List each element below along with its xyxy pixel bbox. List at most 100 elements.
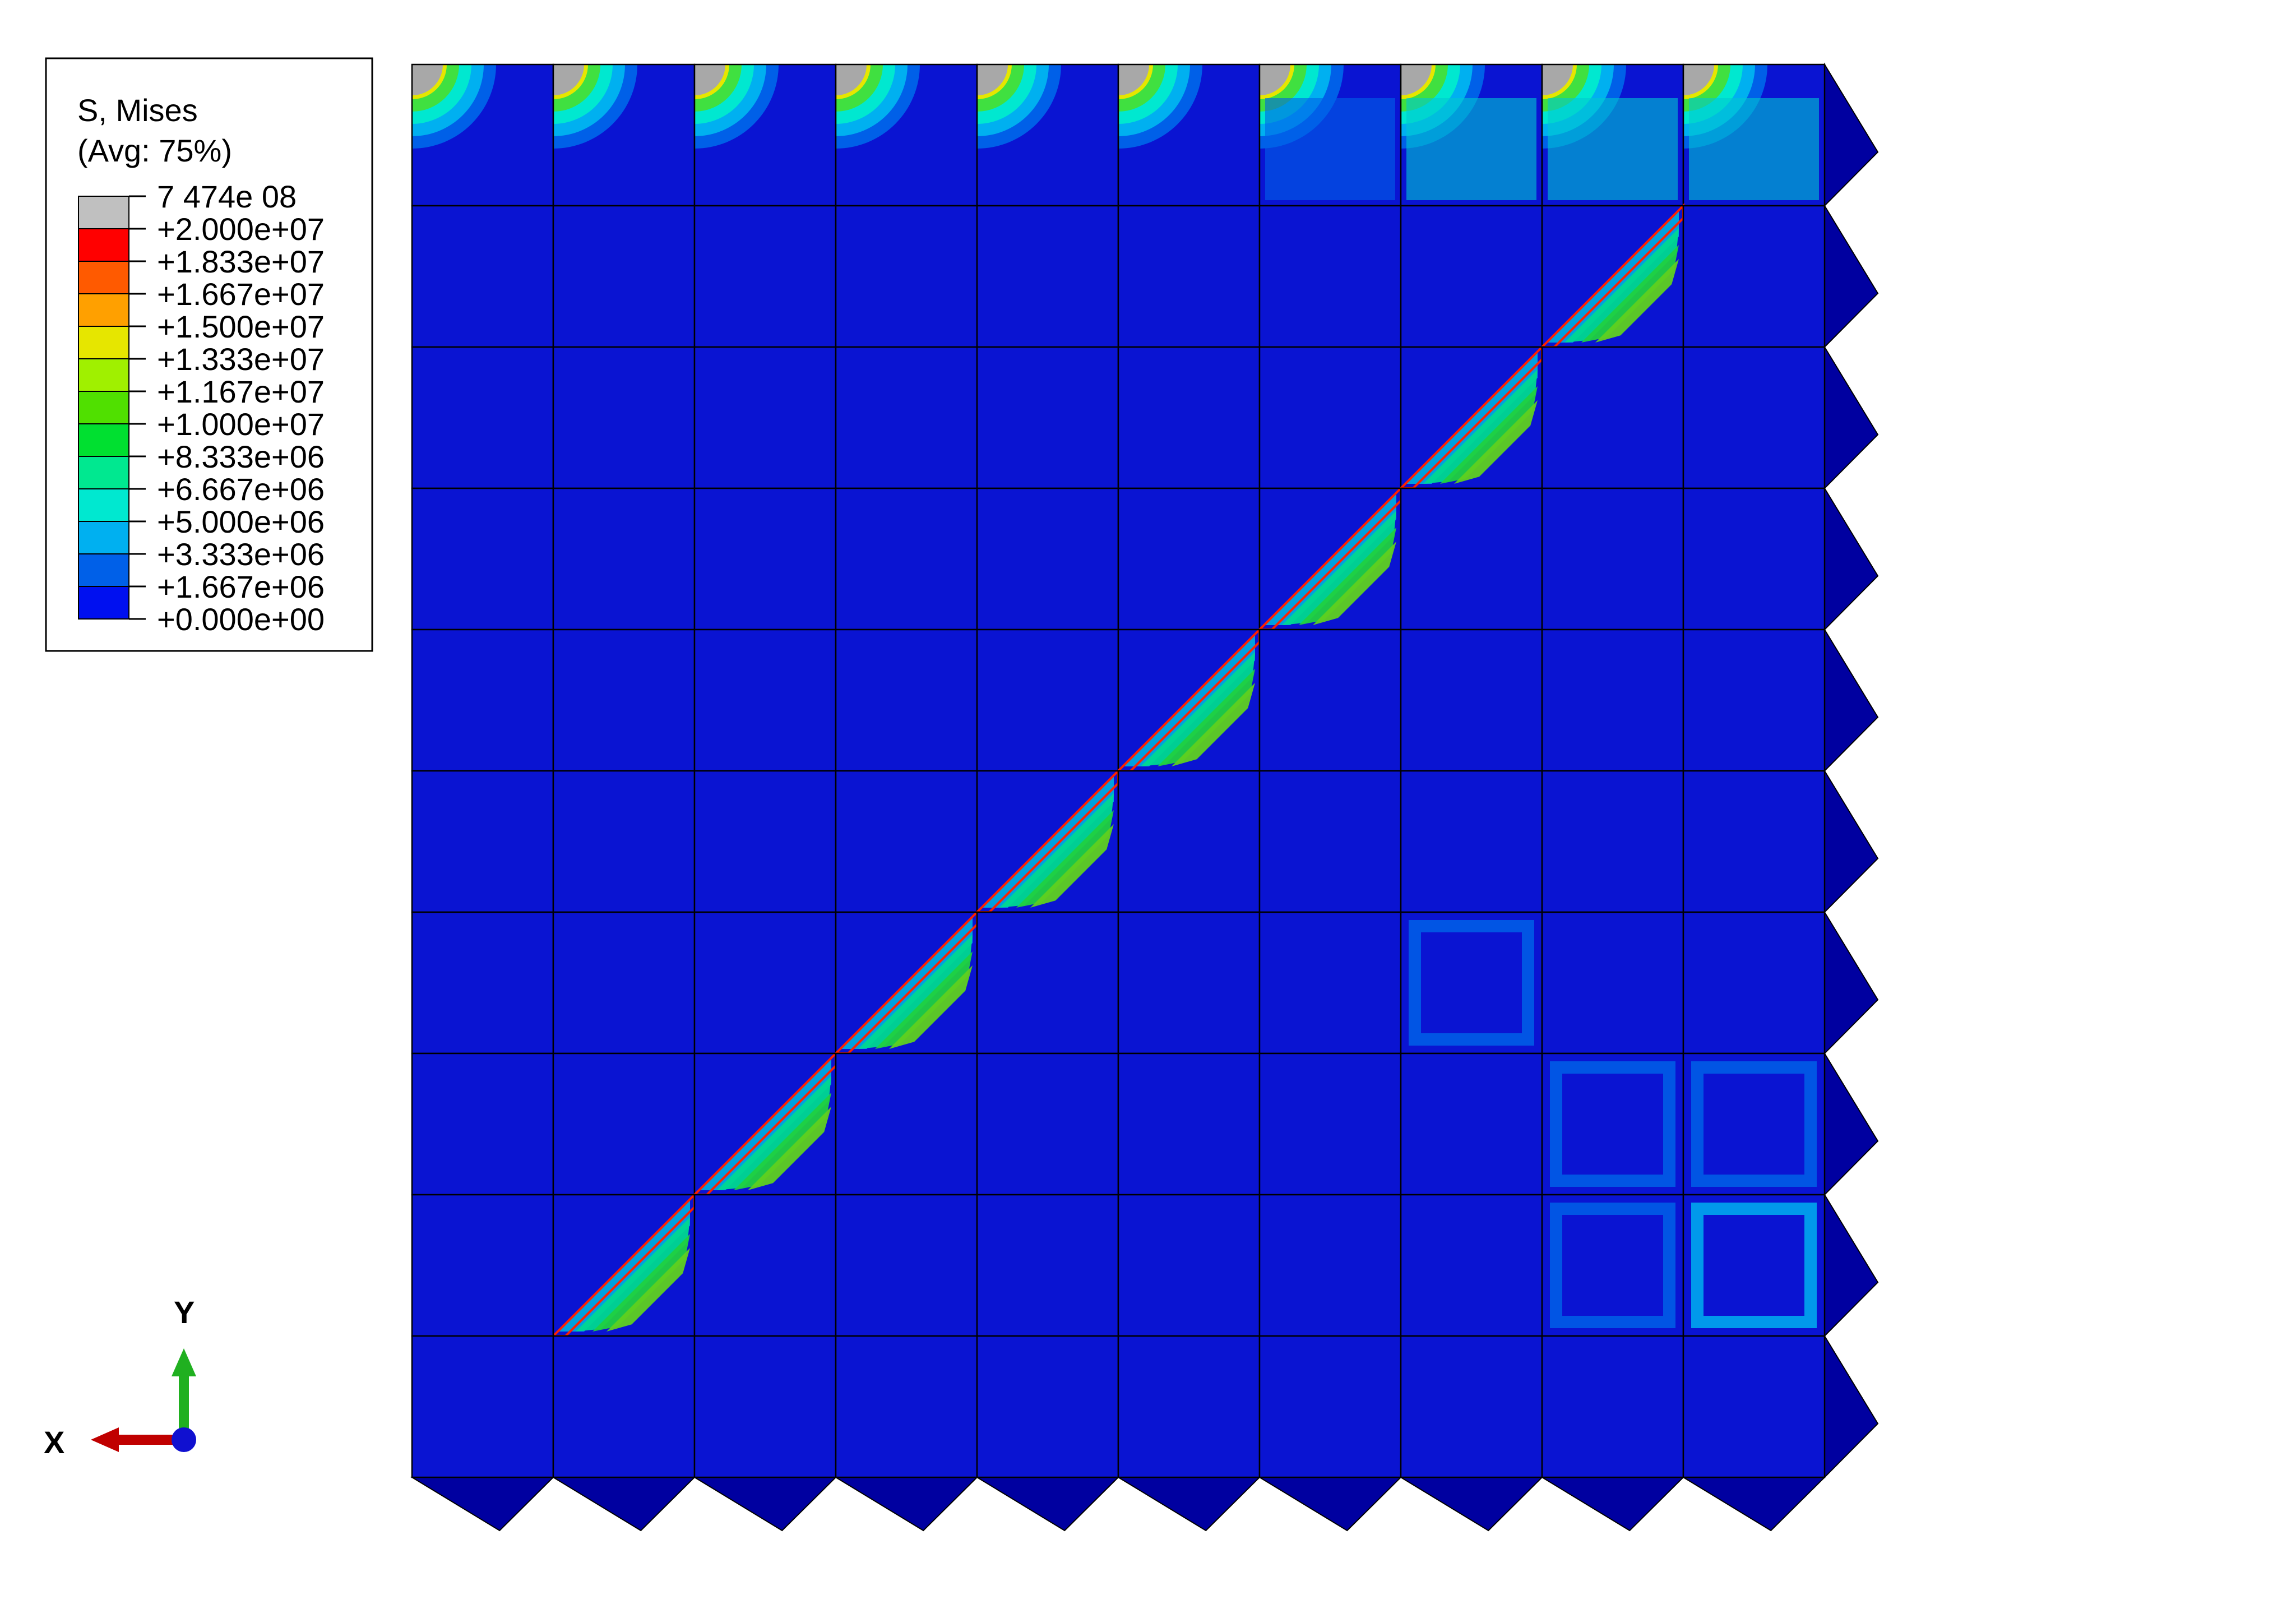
- mesh-element: [552, 1335, 696, 1478]
- mesh-element: [1257, 486, 1402, 631]
- legend-swatch: [78, 586, 129, 620]
- legend-label: +1.667e+07: [157, 276, 325, 312]
- legend-label: +1.500e+07: [157, 309, 325, 344]
- mesh-element: [835, 205, 978, 348]
- mesh-element: [1117, 1052, 1261, 1196]
- mesh-element: [693, 63, 837, 207]
- bottom-edge-element: [1540, 1477, 1685, 1532]
- legend-label: 7 474e 08: [157, 179, 297, 214]
- mesh-element: [833, 909, 978, 1055]
- mesh-element: [976, 628, 1119, 772]
- mesh-element: [976, 1052, 1119, 1196]
- mesh-element: [976, 346, 1119, 489]
- legend-swatch: [78, 358, 129, 392]
- mesh-element: [976, 63, 1119, 207]
- mesh-element: [1541, 346, 1684, 489]
- mesh-element: [1258, 911, 1402, 1055]
- axis-triad: Y X: [44, 1295, 196, 1460]
- legend-label: +1.333e+07: [157, 341, 325, 377]
- legend-swatch: [78, 553, 129, 587]
- mesh-element: [693, 487, 837, 631]
- mesh-element: [693, 911, 837, 1055]
- legend-swatch: [78, 261, 129, 294]
- mesh-element: [411, 346, 554, 489]
- mesh-element: [552, 1052, 696, 1196]
- bottom-edge-element: [834, 1477, 979, 1532]
- mesh-element: [1541, 63, 1684, 207]
- legend-swatch: [78, 456, 129, 489]
- right-edge-element: [1824, 486, 1879, 631]
- mesh-element: [976, 1194, 1119, 1337]
- mesh-element: [1258, 1194, 1402, 1337]
- mesh-element: [835, 628, 978, 772]
- mesh-element: [1115, 627, 1261, 772]
- mesh-element: [1682, 770, 1826, 913]
- legend-swatch: [78, 293, 129, 327]
- right-edge-element: [1824, 627, 1879, 773]
- mesh-element: [1400, 487, 1543, 631]
- legend-label: +1.000e+07: [157, 406, 325, 442]
- mesh-element: [411, 628, 554, 772]
- mesh-element: [1398, 344, 1543, 489]
- legend-label: +8.333e+06: [157, 439, 325, 474]
- mesh-element: [1682, 346, 1826, 489]
- legend-swatch: [78, 391, 129, 424]
- legend-swatch: [78, 326, 129, 359]
- mesh-element: [1400, 628, 1543, 772]
- legend: S, Mises (Avg: 75%) 7 474e 08+2.000e+07+…: [45, 57, 373, 652]
- mesh-element: [974, 768, 1119, 913]
- mesh-element: [1541, 770, 1684, 913]
- mesh-element: [1117, 770, 1261, 913]
- mesh-element: [693, 770, 837, 913]
- mesh-element: [1682, 1052, 1826, 1196]
- legend-swatch: [78, 521, 129, 554]
- mesh-element: [552, 911, 696, 1055]
- mesh-element: [1682, 628, 1826, 772]
- mesh-element: [1258, 770, 1402, 913]
- mesh-element: [976, 1335, 1119, 1478]
- mesh-element: [1541, 911, 1684, 1055]
- mesh-element: [1117, 346, 1261, 489]
- mesh-element: [552, 487, 696, 631]
- mesh-element: [692, 1051, 837, 1196]
- y-axis-label: Y: [174, 1295, 195, 1330]
- legend-swatch: [78, 196, 129, 229]
- mesh-element: [1117, 487, 1261, 631]
- mesh-element: [411, 1194, 554, 1337]
- mesh-element: [835, 770, 978, 913]
- mesh-element: [835, 63, 978, 207]
- mesh-element: [976, 487, 1119, 631]
- mesh-element: [1258, 1335, 1402, 1478]
- right-edge-element: [1824, 204, 1879, 349]
- legend-label: +0.000e+00: [157, 602, 325, 637]
- mesh-element: [1117, 1194, 1261, 1337]
- mesh-element: [552, 63, 696, 207]
- x-axis-arrow-head: [91, 1427, 119, 1452]
- legend-swatch: [78, 423, 129, 457]
- mesh-element: [411, 63, 554, 207]
- mesh-element: [1541, 1052, 1684, 1196]
- mesh-element: [1541, 487, 1684, 631]
- mesh-element: [1682, 205, 1826, 348]
- mesh-element: [1258, 1052, 1402, 1196]
- mesh-element: [552, 628, 696, 772]
- bottom-edge-element: [975, 1477, 1120, 1532]
- mesh-element: [1541, 628, 1684, 772]
- right-edge-element: [1824, 1051, 1879, 1196]
- mesh-model: [410, 62, 1879, 1532]
- mesh-element: [1258, 346, 1402, 489]
- mesh-element: [1541, 1194, 1684, 1337]
- mesh-element: [411, 205, 554, 348]
- mesh-element: [1117, 63, 1261, 207]
- mesh-element: [1682, 487, 1826, 631]
- legend-label: +1.833e+07: [157, 244, 325, 279]
- legend-swatch: [78, 228, 129, 262]
- mesh-element: [693, 346, 837, 489]
- mesh-element: [976, 911, 1119, 1055]
- legend-color-scale: 7 474e 08+2.000e+07+1.833e+07+1.667e+07+…: [78, 179, 325, 637]
- right-edge-element: [1824, 1334, 1879, 1479]
- mesh-element: [835, 1052, 978, 1196]
- legend-title-line1: S, Mises: [77, 93, 198, 128]
- mesh-element: [1400, 1194, 1543, 1337]
